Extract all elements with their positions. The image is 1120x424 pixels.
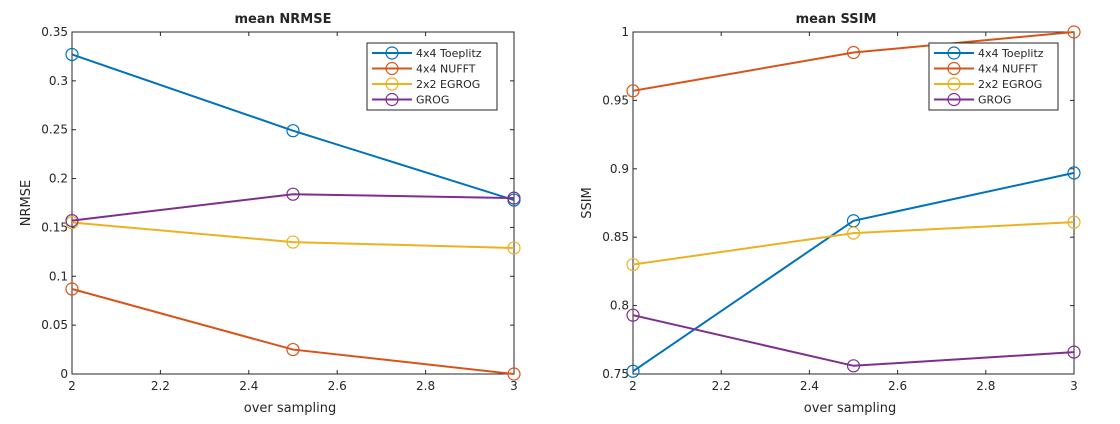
data-point <box>1067 25 1081 39</box>
y-axis-label: SSIM <box>580 187 595 219</box>
x-axis-label: over sampling <box>804 401 897 416</box>
data-point <box>286 235 300 249</box>
data-point <box>286 124 300 138</box>
y-tick-label: 0.35 <box>41 25 68 39</box>
data-point <box>846 45 861 60</box>
x-tick-label: 3 <box>510 379 518 393</box>
legend-marker <box>947 77 961 91</box>
legend-entry: 4x4 Toeplitz <box>978 47 1044 60</box>
legend-marker <box>385 46 399 60</box>
legend-marker <box>385 61 399 76</box>
x-tick-label: 2.6 <box>328 379 347 393</box>
x-axis-label: over sampling <box>244 401 337 416</box>
legend-entry: 2x2 EGROG <box>978 78 1042 91</box>
data-point <box>507 367 521 381</box>
data-point <box>626 308 640 322</box>
legend-entry: GROG <box>978 94 1011 107</box>
legend-entry: 4x4 Toeplitz <box>416 47 482 60</box>
data-point <box>286 187 300 201</box>
data-point <box>507 191 521 205</box>
series-line-2 <box>632 221 1075 266</box>
legend-marker <box>385 92 399 107</box>
data-point <box>507 241 521 255</box>
data-point <box>626 364 640 378</box>
x-tick-label: 2 <box>68 379 76 393</box>
x-tick-label: 3 <box>1070 379 1078 393</box>
y-tick-label: 0.2 <box>49 172 68 186</box>
x-tick-label: 2.6 <box>888 379 907 393</box>
data-point <box>286 342 300 357</box>
data-point <box>65 213 79 228</box>
x-tick-label: 2.8 <box>976 379 995 393</box>
series-line-1 <box>632 31 1075 92</box>
chart-title: mean SSIM <box>796 12 877 27</box>
legend-marker <box>385 77 399 91</box>
y-tick-label: 0.85 <box>602 230 629 244</box>
series-line-0 <box>71 53 515 202</box>
data-point <box>626 84 640 98</box>
legend-marker <box>947 61 961 76</box>
data-point <box>1067 215 1081 229</box>
y-tick-label: 1 <box>621 25 629 39</box>
data-point <box>846 359 861 373</box>
legend-entry: 2x2 EGROG <box>416 78 480 91</box>
y-tick-label: 0.25 <box>41 123 68 137</box>
x-tick-label: 2.8 <box>416 379 435 393</box>
data-point <box>65 282 79 296</box>
y-tick-label: 0.1 <box>49 269 68 283</box>
y-tick-label: 0.05 <box>41 318 68 332</box>
legend-entry: 4x4 NUFFT <box>978 63 1038 76</box>
legend-entry: 4x4 NUFFT <box>416 63 476 76</box>
y-tick-label: 0.9 <box>610 162 629 176</box>
legend-marker <box>947 46 961 60</box>
legend-marker <box>947 92 961 107</box>
data-point <box>626 257 640 272</box>
data-point <box>846 226 861 240</box>
legend-entry: GROG <box>416 94 449 107</box>
y-axis-label: NRMSE <box>19 180 34 226</box>
x-tick-label: 2.2 <box>712 379 731 393</box>
y-tick-label: 0.95 <box>602 93 629 107</box>
y-tick-label: 0.75 <box>602 367 629 381</box>
y-tick-label: 0 <box>60 367 68 381</box>
x-tick-label: 2.4 <box>800 379 819 393</box>
series-line-0 <box>632 171 1075 373</box>
data-point <box>1067 345 1081 359</box>
x-tick-label: 2.2 <box>151 379 170 393</box>
series-line-2 <box>71 221 515 249</box>
ssim-chart: mean SSIM over sampling SSIM 2 2.2 2.4 2.6 2… <box>580 12 1081 416</box>
y-tick-label: 0.8 <box>610 299 629 313</box>
series-line-3 <box>71 193 515 222</box>
data-point <box>1067 166 1081 180</box>
x-tick-label: 2 <box>629 379 637 393</box>
data-point <box>65 47 79 62</box>
x-tick-label: 2.4 <box>239 379 258 393</box>
series-line-1 <box>71 288 515 375</box>
series-line-3 <box>632 314 1075 367</box>
chart-title: mean NRMSE <box>235 12 332 27</box>
y-tick-label: 0.15 <box>41 220 68 234</box>
nrmse-chart: mean NRMSE over sampling NRMSE 2 2.2 2.4 2.… <box>19 12 521 416</box>
y-tick-label: 0.3 <box>49 74 68 88</box>
